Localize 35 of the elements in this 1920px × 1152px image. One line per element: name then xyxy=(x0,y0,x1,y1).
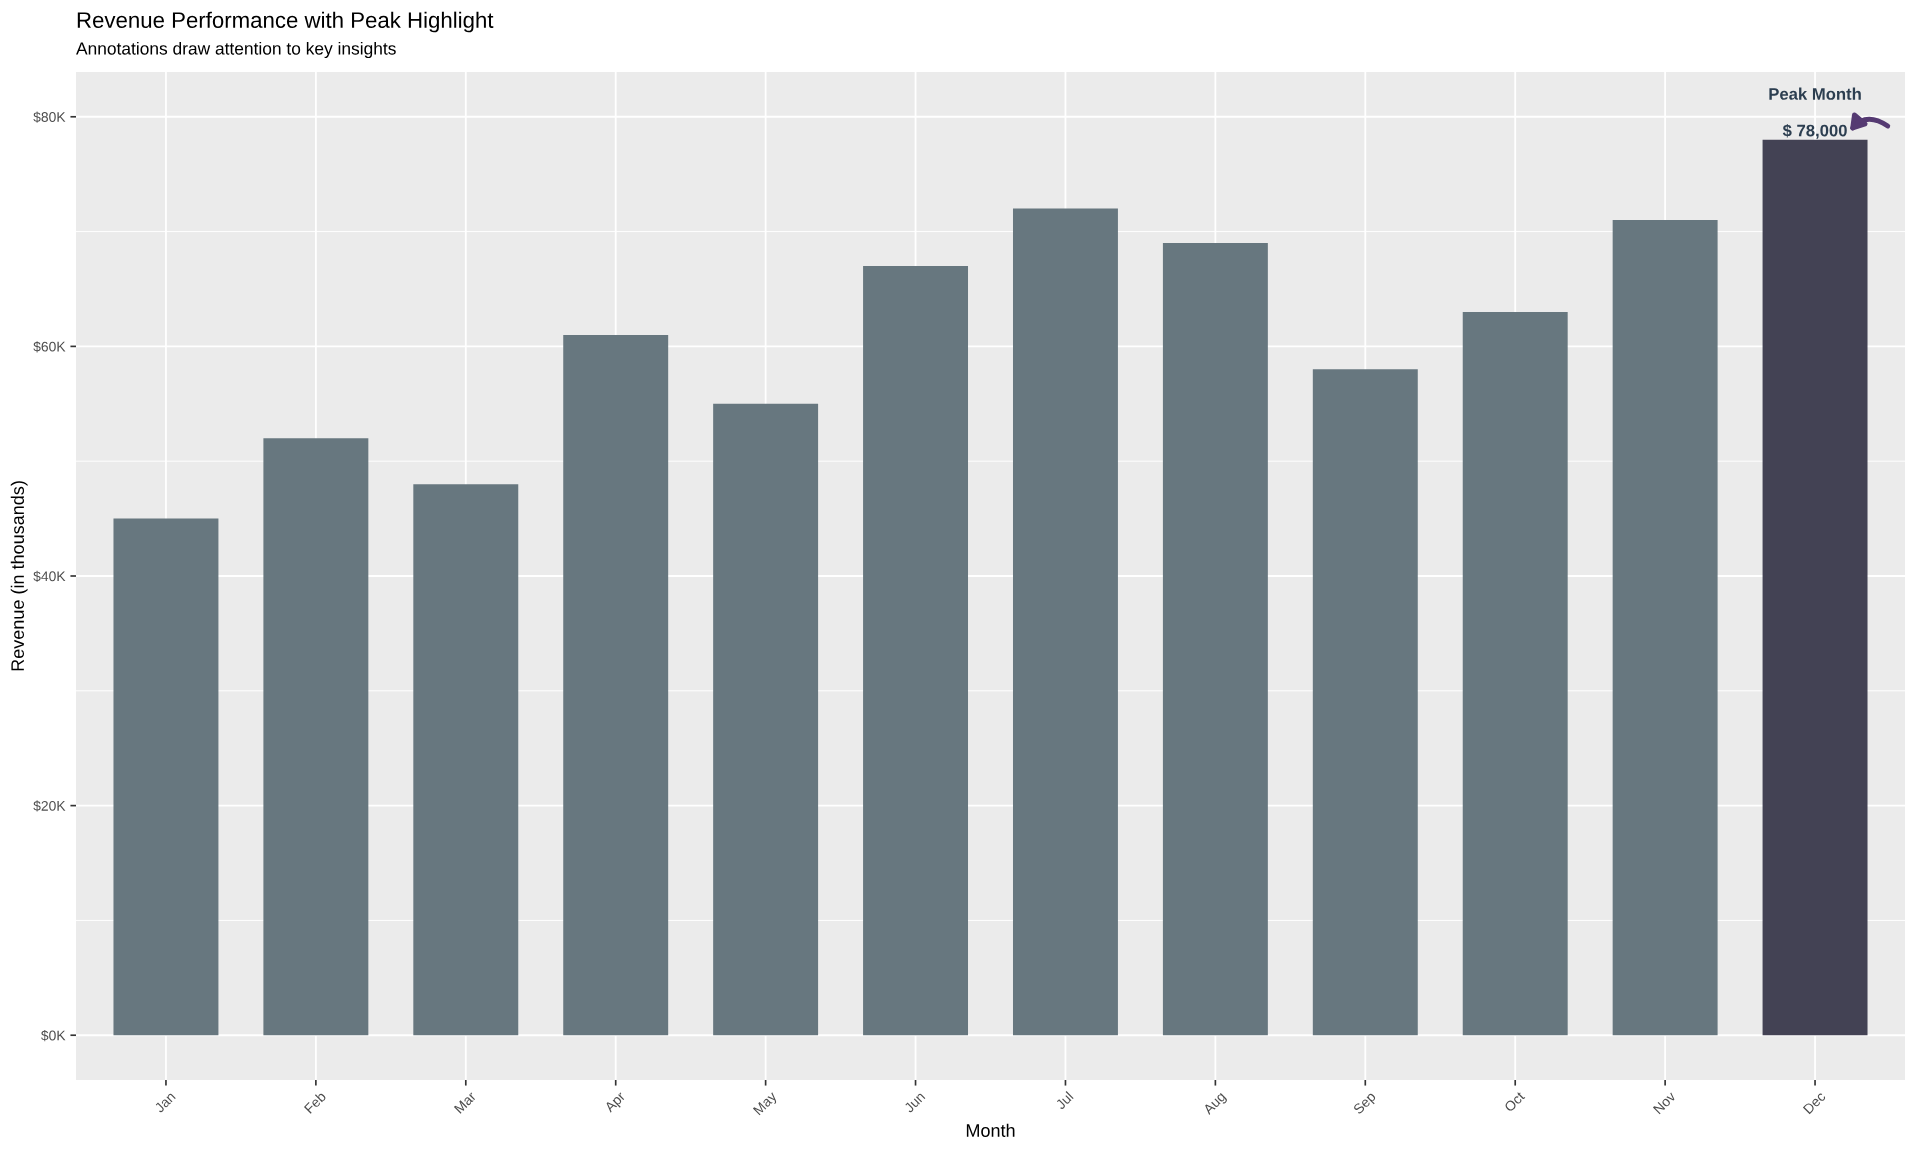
chart-subtitle: Annotations draw attention to key insights xyxy=(76,41,396,59)
bar xyxy=(713,403,819,1036)
x-tick-label: May xyxy=(752,1090,780,1118)
data-label: $ 78,000 xyxy=(1782,123,1847,139)
x-tick-label: Jun xyxy=(903,1091,926,1114)
bar xyxy=(113,518,219,1036)
bar xyxy=(413,484,519,1036)
x-tick-label: Mar xyxy=(453,1090,477,1114)
x-tick-label: Oct xyxy=(1503,1090,1526,1113)
x-axis-title: Month xyxy=(966,1123,1015,1137)
y-tick-label: $40K xyxy=(33,570,66,582)
bar xyxy=(1312,369,1418,1036)
bar xyxy=(1762,139,1868,1036)
y-tick-label: $80K xyxy=(33,111,66,123)
bar xyxy=(863,266,969,1036)
bar xyxy=(563,334,669,1036)
y-tick-label: $60K xyxy=(33,341,66,353)
bar xyxy=(1462,311,1568,1036)
y-tick-label: $20K xyxy=(33,800,66,812)
bar xyxy=(263,438,369,1036)
chart-title: Revenue Performance with Peak Highlight xyxy=(77,11,494,33)
x-tick-label: Nov xyxy=(1652,1090,1677,1115)
annotation: Peak Month xyxy=(1769,87,1861,100)
x-tick-label: Apr xyxy=(603,1090,628,1115)
bar xyxy=(1012,208,1118,1036)
bar xyxy=(1612,220,1718,1036)
y-axis-title: Revenue (in thousands) xyxy=(10,481,28,671)
x-tick-label: Jul xyxy=(1054,1091,1074,1111)
x-tick-label: Jan xyxy=(153,1091,176,1114)
x-tick-label: Dec xyxy=(1802,1091,1827,1115)
y-tick-label: $0K xyxy=(41,1029,66,1042)
x-tick-label: Feb xyxy=(303,1090,327,1114)
x-tick-label: Sep xyxy=(1352,1091,1379,1117)
x-tick-label: Aug xyxy=(1202,1091,1229,1118)
bar xyxy=(1162,243,1268,1036)
